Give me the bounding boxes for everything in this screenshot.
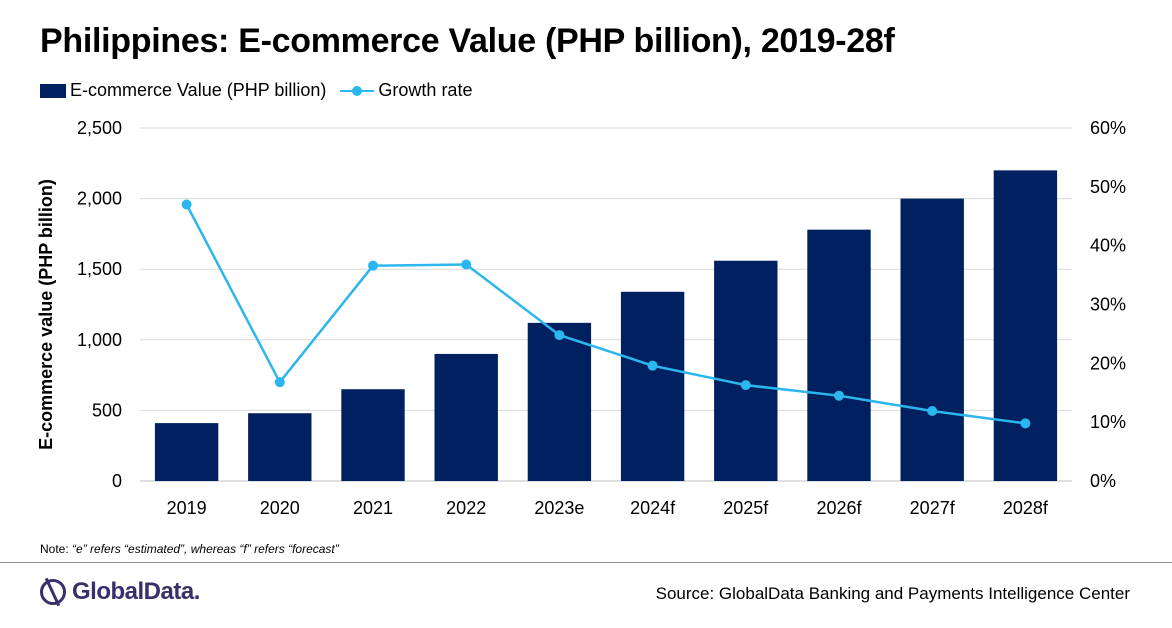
y-tick-label-left: 500 [92,400,122,420]
growth-point-2027f [927,405,938,416]
line-series [181,199,1031,429]
growth-point-2026f [834,390,844,401]
note-text: “e” refers “estimated”, whereas “f” refe… [72,542,339,556]
x-tick-label: 2024f [630,498,676,518]
footer-divider [0,562,1172,563]
axes: 0 500 1,000 1,500 2,000 2,500 0% 10% 20% 30% 40% 50… [36,118,1126,518]
y-tick-label-left: 2,000 [77,189,122,209]
growth-point-2019 [181,199,192,210]
globaldata-logo: GlobalData. [40,578,200,606]
bar-2020 [248,413,312,481]
y-tick-label-left: 0 [112,471,122,491]
bar-2028f [993,170,1058,482]
growth-point-2023e [554,330,565,341]
y-tick-label-right: 40% [1090,236,1126,256]
x-tick-label: 2019 [167,498,207,518]
brand-name: GlobalData. [72,578,200,605]
y-tick-label-right: 60% [1090,118,1126,138]
x-tick-label: 2025f [723,498,769,518]
bar-2025f [714,260,778,481]
x-tick-label: 2028f [1003,498,1049,518]
growth-point-2024f [647,360,658,371]
y-tick-label-left: 1,500 [77,259,122,279]
legend-line-swatch [340,84,375,98]
bar-2023e [527,322,592,481]
bar-series [154,170,1058,482]
legend-bar-swatch [40,83,66,98]
source-text: Source: GlobalData Banking and Payments … [655,584,1130,603]
x-tick-label: 2020 [260,498,300,518]
x-tick-label: 2021 [353,498,393,518]
y-tick-label-right: 30% [1090,295,1126,315]
y-tick-label-right: 10% [1090,412,1126,432]
growth-point-2025f [740,380,751,391]
chart-note: Note: “e” refers “estimated”, whereas “f… [40,542,339,556]
bar-2021 [341,389,405,481]
legend-bar-label: E-commerce Value (PHP billion) [70,80,327,100]
y-tick-label-right: 20% [1090,353,1126,373]
growth-rate-line [185,203,1026,425]
y-tick-label-right: 50% [1090,177,1126,197]
y-tick-label-left: 1,000 [77,330,122,350]
x-tick-label: 2027f [910,498,956,518]
globaldata-logo-icon [40,579,66,605]
y-tick-label-left: 2,500 [77,118,122,138]
growth-point-2022 [461,259,472,270]
x-tick-label: 2023e [534,498,584,518]
growth-point-2021 [368,260,378,271]
combo-chart: 0 500 1,000 1,500 2,000 2,500 0% 10% 20% 30% 40% 50… [36,118,1126,518]
y-tick-label-right: 0% [1090,471,1116,491]
bar-2019 [154,423,219,481]
legend-line-label: Growth rate [378,80,473,100]
y-axis-title: E-commerce value (PHP billion) [36,179,56,450]
chart-title: Philippines: E-commerce Value (PHP billi… [40,22,895,60]
x-tick-label: 2026f [816,498,862,518]
bar-2026f [807,229,871,481]
note-prefix: Note: [40,542,69,556]
x-tick-label: 2022 [446,498,486,518]
growth-point-2020 [274,377,285,388]
bar-2027f [900,198,964,481]
growth-point-2028f [1020,418,1031,429]
chart-legend: E-commerce Value (PHP billion) Growth ra… [40,80,472,101]
bar-2024f [620,291,685,481]
bar-2022 [434,353,498,481]
